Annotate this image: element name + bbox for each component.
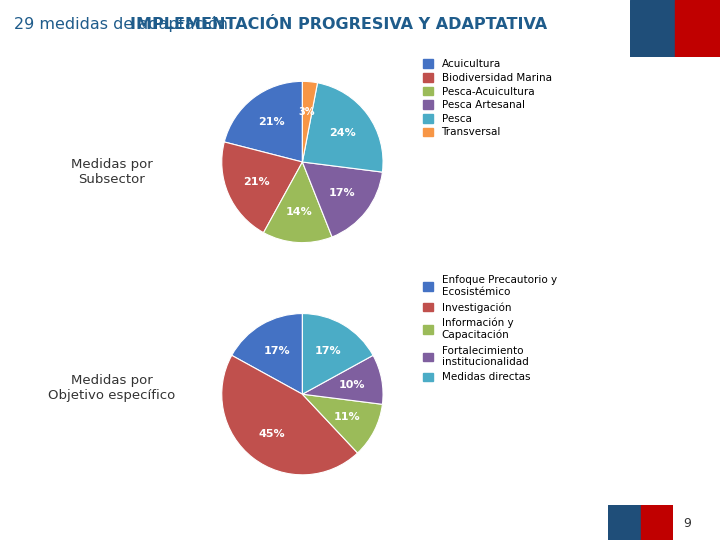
Wedge shape — [232, 314, 302, 394]
Text: 21%: 21% — [243, 177, 270, 187]
Wedge shape — [264, 162, 332, 242]
Wedge shape — [222, 142, 302, 233]
Text: 10%: 10% — [338, 380, 365, 390]
Bar — [608, 505, 641, 540]
Legend: Enfoque Precautorio y
Ecosistémico, Investigación, Información y
Capacitación, F: Enfoque Precautorio y Ecosistémico, Inve… — [423, 275, 557, 382]
Wedge shape — [302, 82, 318, 162]
Legend: Acuicultura, Biodiversidad Marina, Pesca-Acuicultura, Pesca Artesanal, Pesca, Tr: Acuicultura, Biodiversidad Marina, Pesca… — [423, 59, 552, 138]
Text: 11%: 11% — [333, 412, 360, 422]
Bar — [675, 0, 720, 57]
Text: 17%: 17% — [315, 346, 341, 356]
Text: Medidas por: Medidas por — [71, 374, 153, 387]
Text: Objetivo específico: Objetivo específico — [48, 389, 175, 402]
Text: IMPLEMENTACIÓN PROGRESIVA Y ADAPTATIVA: IMPLEMENTACIÓN PROGRESIVA Y ADAPTATIVA — [130, 17, 548, 32]
Text: 45%: 45% — [258, 429, 285, 438]
Wedge shape — [302, 83, 383, 172]
Text: 9: 9 — [684, 517, 691, 530]
Wedge shape — [302, 394, 382, 453]
Wedge shape — [302, 162, 382, 237]
Text: 24%: 24% — [330, 127, 356, 138]
Bar — [630, 0, 675, 57]
Text: 3%: 3% — [299, 107, 315, 117]
Wedge shape — [222, 355, 358, 475]
Text: Medidas por: Medidas por — [71, 158, 153, 171]
Text: Subsector: Subsector — [78, 173, 145, 186]
Text: 17%: 17% — [328, 187, 355, 198]
Text: 17%: 17% — [264, 346, 290, 356]
Text: 21%: 21% — [258, 118, 285, 127]
Bar — [641, 505, 673, 540]
Wedge shape — [302, 314, 373, 394]
Text: 14%: 14% — [286, 207, 312, 217]
Text: 29 medidas de adaptación:: 29 medidas de adaptación: — [14, 16, 239, 32]
Wedge shape — [225, 82, 302, 162]
Wedge shape — [302, 355, 383, 404]
